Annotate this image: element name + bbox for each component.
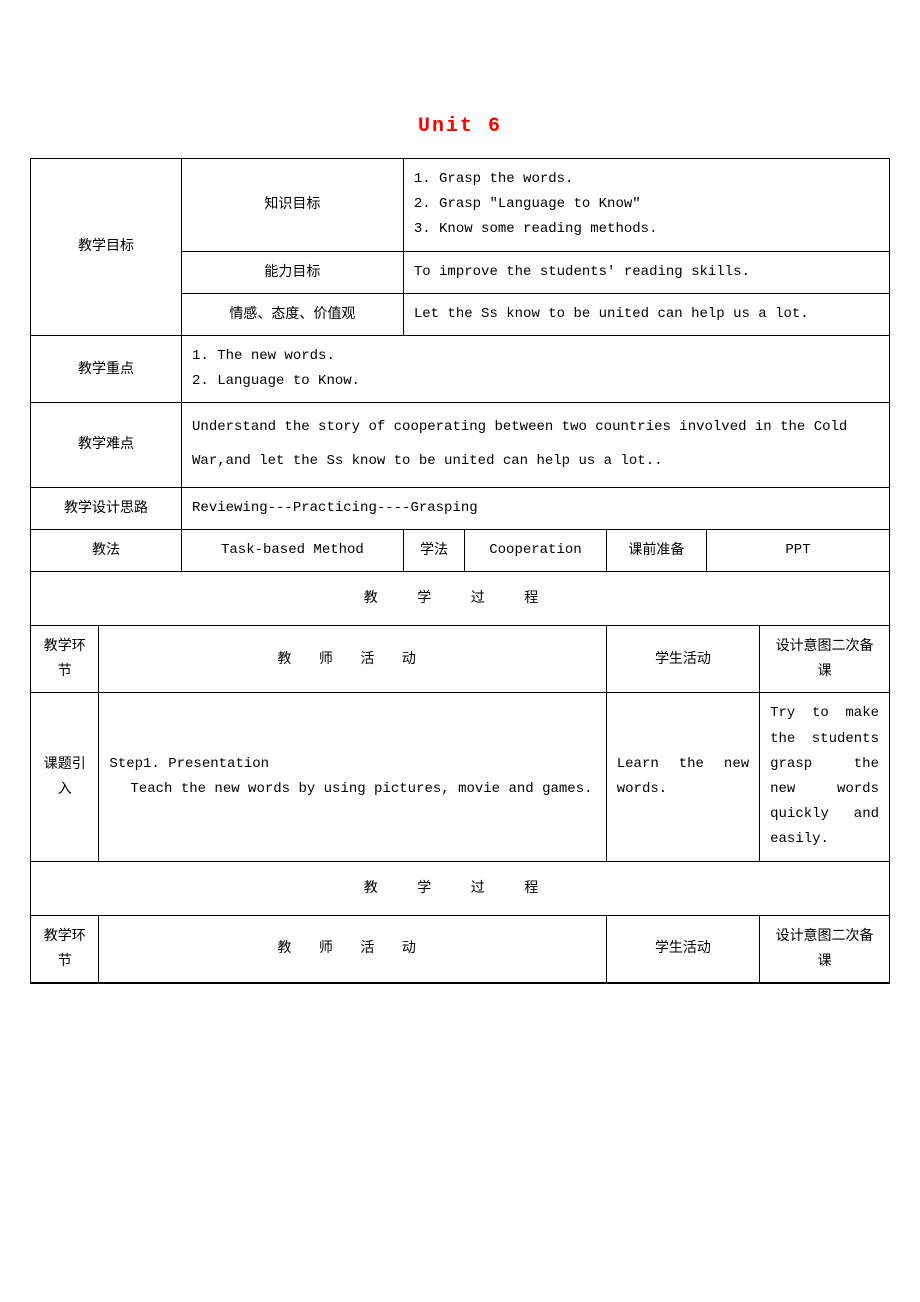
label-objectives: 教学目标 [31,159,182,336]
label-learning-method: 学法 [403,529,464,571]
label-ability: 能力目标 [182,251,404,293]
label-design-intent-1: 设计意图二次备课 [760,626,890,693]
cell-preclass: PPT [707,529,890,571]
cell-knowledge: 1. Grasp the words. 2. Grasp "Language t… [403,159,889,252]
label-section-1: 教学环节 [31,626,99,693]
cell-keypoints: 1. The new words. 2. Language to Know. [182,335,890,402]
label-teaching-method: 教法 [31,529,182,571]
cell-step1-teacher: Step1. Presentation Teach the new words … [99,693,606,861]
label-difficult: 教学难点 [31,403,182,487]
lesson-plan-table: 教学目标 知识目标 1. Grasp the words. 2. Grasp "… [30,158,890,984]
label-teacher-activity-1: 教 师 活 动 [99,626,606,693]
cell-step1-student: Learn the new words. [606,693,759,861]
label-teacher-activity-2: 教 师 活 动 [99,915,606,982]
label-keypoints: 教学重点 [31,335,182,402]
page-title: Unit 6 [30,115,890,138]
step1-title: Step1. Presentation [109,752,595,777]
cell-emotion: Let the Ss know to be united can help us… [403,293,889,335]
label-topic-intro: 课题引入 [31,693,99,861]
label-student-activity-1: 学生活动 [606,626,759,693]
cell-step1-intent: Try to make the students grasp the new w… [760,693,890,861]
cell-learning-method: Cooperation [465,529,607,571]
knowledge-line-3: 3. Know some reading methods. [414,217,879,242]
label-section-2: 教学环节 [31,915,99,982]
label-design-intent-2: 设计意图二次备课 [760,915,890,982]
cell-ability: To improve the students' reading skills. [403,251,889,293]
knowledge-line-2: 2. Grasp "Language to Know" [414,192,879,217]
label-preclass: 课前准备 [606,529,706,571]
label-process-2: 教 学 过 程 [31,861,890,915]
cell-design-idea: Reviewing---Practicing----Grasping [182,487,890,529]
keypoints-line-2: 2. Language to Know. [192,369,879,394]
label-student-activity-2: 学生活动 [606,915,759,982]
label-knowledge: 知识目标 [182,159,404,252]
keypoints-line-1: 1. The new words. [192,344,879,369]
label-design-idea: 教学设计思路 [31,487,182,529]
knowledge-line-1: 1. Grasp the words. [414,167,879,192]
step1-body: Teach the new words by using pictures, m… [109,777,595,802]
cell-teaching-method: Task-based Method [182,529,404,571]
label-process-1: 教 学 过 程 [31,571,890,625]
cell-difficult: Understand the story of cooperating betw… [182,403,890,487]
label-emotion: 情感、态度、价值观 [182,293,404,335]
